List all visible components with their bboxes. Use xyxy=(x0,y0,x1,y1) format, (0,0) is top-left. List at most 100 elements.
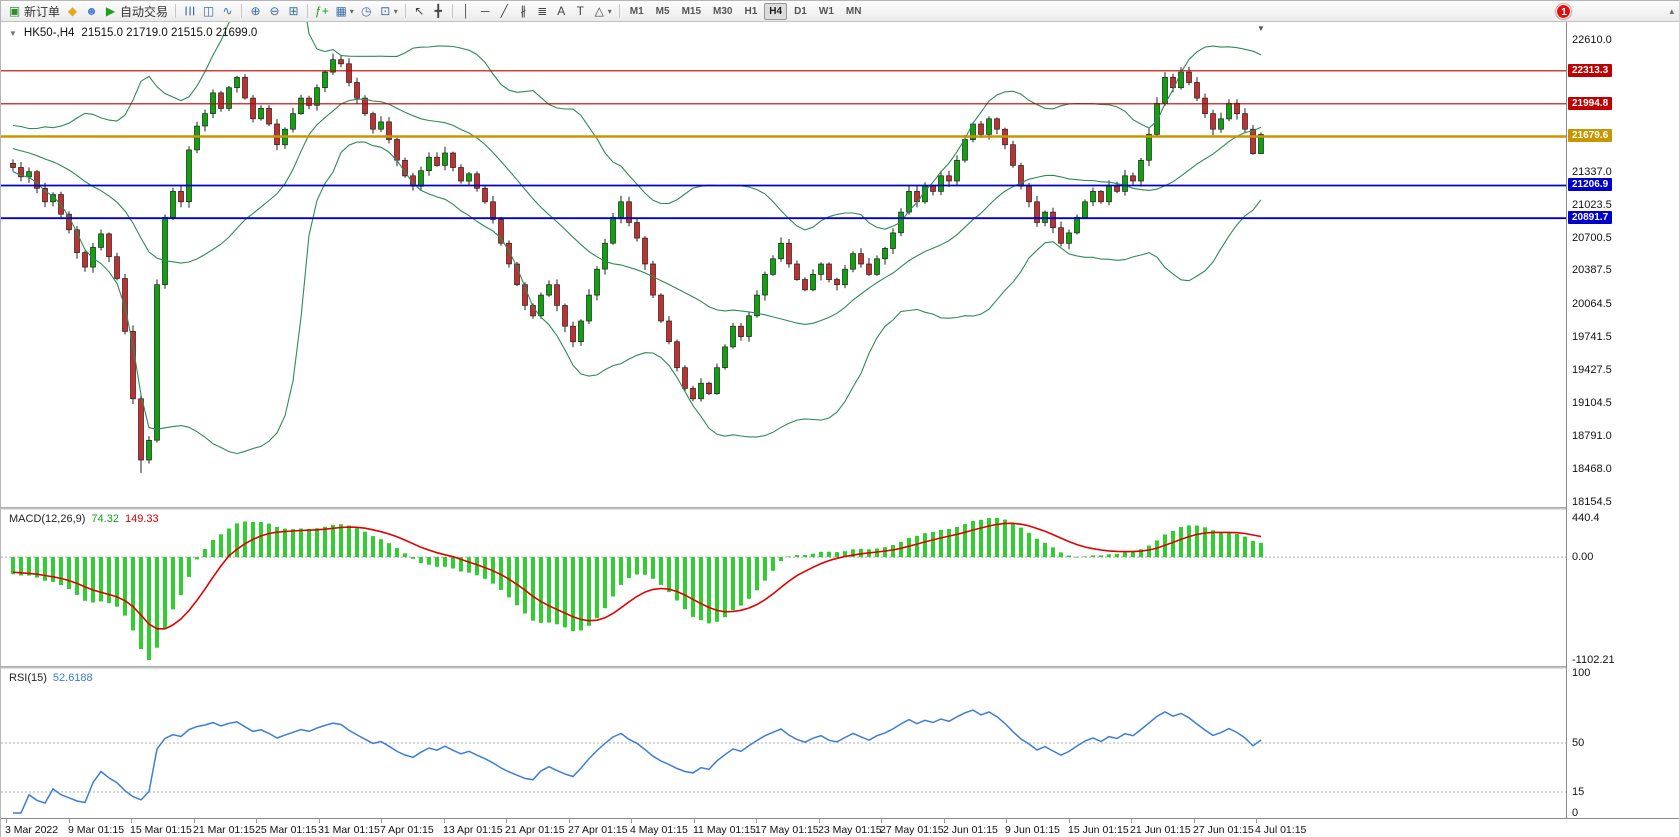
fibonacci-icon-glyph: ≣ xyxy=(537,4,548,18)
time-tick xyxy=(944,819,945,823)
text-icon-glyph: A xyxy=(557,4,566,18)
algo-trading-button[interactable]: ▶ 自动交易 xyxy=(101,2,171,20)
mql5-icon[interactable]: ◆ xyxy=(63,2,82,20)
line-chart-icon-glyph: ∿ xyxy=(222,4,233,18)
candlestick-chart-icon[interactable]: ◫ xyxy=(199,2,218,20)
rsi-axis-tick: 0 xyxy=(1572,807,1579,819)
macd-pane[interactable] xyxy=(1,510,1566,666)
timeframe-h1[interactable]: H1 xyxy=(744,5,758,17)
time-label: 4 Jul 01:15 xyxy=(1255,824,1307,836)
time-label: 27 May 01:15 xyxy=(880,824,944,836)
time-tick xyxy=(1194,819,1195,823)
rsi-line xyxy=(13,709,1262,814)
shapes-icon-caret-icon[interactable]: ▾ xyxy=(607,6,612,16)
price-tick: 20700.5 xyxy=(1572,232,1612,244)
window-layout-icon-glyph: ⊡ xyxy=(380,4,391,18)
trendline-icon[interactable]: ╱ xyxy=(495,2,514,20)
price-badge-22313.3: 22313.3 xyxy=(1568,64,1613,77)
indicators-icon[interactable]: ƒ+ xyxy=(312,2,332,20)
time-axis[interactable]: 3 Mar 2022 9 Mar 01:15 15 Mar 01:15 21 Mar … xyxy=(1,818,1679,837)
timeframe-mn[interactable]: MN xyxy=(845,5,862,17)
timeframe-m5[interactable]: M5 xyxy=(655,5,670,17)
price-tick: 19741.5 xyxy=(1572,331,1612,343)
time-label: 15 Mar 01:15 xyxy=(130,824,192,836)
window-layout-icon-caret-icon[interactable]: ▾ xyxy=(393,6,398,16)
price-badge-21994.8: 21994.8 xyxy=(1568,97,1613,110)
rsi-pane[interactable] xyxy=(1,669,1566,817)
toolbar-separator xyxy=(307,4,309,18)
horizontal-line-icon[interactable]: ─ xyxy=(476,2,495,20)
shapes-icon[interactable]: △ ▾ xyxy=(590,2,615,20)
time-label: 11 May 01:15 xyxy=(693,824,756,836)
crosshair-icon[interactable]: ╋ xyxy=(429,2,448,20)
label-icon-glyph: T xyxy=(576,4,584,18)
cursor-icon-glyph: ↖ xyxy=(414,4,425,18)
timeframe-m15[interactable]: M15 xyxy=(681,5,702,17)
channel-icon[interactable]: ∦ xyxy=(514,2,533,20)
toolbar-overflow-chevron-icon[interactable]: ▴ xyxy=(1669,5,1674,16)
price-tick: 18791.0 xyxy=(1572,430,1612,442)
pane-separator[interactable] xyxy=(1,507,1679,510)
trendline-icon-glyph: ╱ xyxy=(500,4,508,18)
toolbar-separator xyxy=(175,4,177,18)
timeframe-h4[interactable]: H4 xyxy=(764,2,788,20)
toolbar-separator xyxy=(404,4,406,18)
chart-title: ▼ HK50-,H4 21515.0 21719.0 21515.0 21699… xyxy=(9,27,257,39)
new-order-button[interactable]: ▣ 新订单 xyxy=(5,2,63,20)
timeframe-m1[interactable]: M1 xyxy=(629,5,644,17)
window-layout-icon[interactable]: ⊡ ▾ xyxy=(376,2,401,20)
mql5-icon-glyph: ◆ xyxy=(67,4,78,18)
time-tick xyxy=(381,819,382,823)
chart-symbol-period: HK50-,H4 xyxy=(23,27,75,39)
time-tick xyxy=(319,819,320,823)
price-tick: 20387.5 xyxy=(1572,264,1612,276)
chart-window: 22610.0 21337.0 21023.5 20700.5 20387.5 20064… xyxy=(1,22,1679,837)
tile-windows-icon-glyph: ⊞ xyxy=(288,4,299,18)
new-chart-icon-caret-icon[interactable]: ▾ xyxy=(349,6,354,16)
fibonacci-icon[interactable]: ≣ xyxy=(533,2,552,20)
vertical-line-icon[interactable]: │ xyxy=(457,2,476,20)
time-tick xyxy=(506,819,507,823)
macd-axis-tick: -1102.21 xyxy=(1572,654,1615,666)
zoom-in-icon[interactable]: ⊕ xyxy=(246,2,265,20)
time-tick xyxy=(631,819,632,823)
text-icon[interactable]: A xyxy=(552,2,571,20)
time-tick xyxy=(256,819,257,823)
rsi-axis-tick: 15 xyxy=(1572,786,1585,798)
time-label: 3 Mar 2022 xyxy=(5,824,59,836)
time-label: 31 Mar 01:15 xyxy=(318,824,380,836)
bar-chart-icon[interactable]: ☰ xyxy=(180,2,199,20)
time-tick xyxy=(819,819,820,823)
chart-shift-marker[interactable]: ▼ xyxy=(1257,24,1265,33)
clock-icon[interactable]: ◷ xyxy=(357,2,376,20)
cursor-icon[interactable]: ↖ xyxy=(410,2,429,20)
new-chart-icon[interactable]: ▦ ▾ xyxy=(332,2,357,20)
time-label: 9 Jun 01:15 xyxy=(1005,824,1060,836)
time-label: 25 Mar 01:15 xyxy=(255,824,317,836)
line-chart-icon[interactable]: ∿ xyxy=(218,2,237,20)
rsi-name: RSI(15) xyxy=(9,672,47,684)
price-tick: 18468.0 xyxy=(1572,463,1612,475)
macd-histogram xyxy=(11,518,1263,660)
timeframe-d1[interactable]: D1 xyxy=(794,5,807,17)
macd-signal-line xyxy=(12,522,1262,630)
crosshair-icon-glyph: ╋ xyxy=(434,4,442,18)
label-icon[interactable]: T xyxy=(571,2,590,20)
notification-badge[interactable]: 1 xyxy=(1556,3,1572,19)
one-click-expand-icon[interactable]: ▼ xyxy=(9,28,17,38)
time-label: 7 Apr 01:15 xyxy=(380,824,434,836)
toolbar-icon-group: ▣ 新订单 ◆ ☻ ▶ 自动交易 ☰ ◫ ∿ ⊕ ⊖ ⊞ ƒ+ ▦ ▾ ◷ ⊡ ▾ ↖ ╋ │ ─ ╱ ∦ ≣ A T △ ▾ xyxy=(5,2,624,20)
time-tick xyxy=(1069,819,1070,823)
main-chart-pane[interactable] xyxy=(1,22,1566,507)
pane-separator[interactable] xyxy=(1,666,1679,669)
timeframe-w1[interactable]: W1 xyxy=(818,5,834,17)
tile-windows-icon[interactable]: ⊞ xyxy=(284,2,303,20)
timeframe-m30[interactable]: M30 xyxy=(713,5,733,17)
price-tick: 18154.5 xyxy=(1572,496,1612,508)
new-order-button-glyph: ▣ xyxy=(8,4,21,18)
price-axis[interactable]: 22610.0 21337.0 21023.5 20700.5 20387.5 20064… xyxy=(1566,22,1679,819)
time-tick xyxy=(881,819,882,823)
zoom-out-icon[interactable]: ⊖ xyxy=(265,2,284,20)
community-icon[interactable]: ☻ xyxy=(82,2,101,20)
